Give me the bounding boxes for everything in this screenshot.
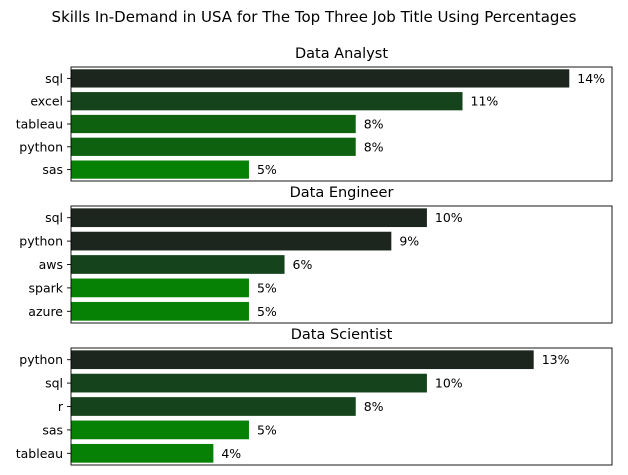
category-label: python xyxy=(19,352,63,367)
bar-r xyxy=(71,397,356,416)
category-label: sql xyxy=(45,71,63,86)
value-label: 6% xyxy=(293,257,313,272)
bar-python xyxy=(71,350,534,370)
value-label: 5% xyxy=(257,304,277,319)
panel-title: Data Analyst xyxy=(295,46,388,62)
bar-aws xyxy=(71,255,285,274)
bar-tableau xyxy=(71,114,356,134)
axes-frame xyxy=(70,347,613,466)
figure-title: Skills In-Demand in USA for The Top Thre… xyxy=(52,8,577,26)
bar-python xyxy=(71,137,356,156)
panel-2: Data Scientist python 13% sql 10% r 8% sas 5% tab… xyxy=(16,327,613,466)
value-label: 5% xyxy=(257,422,277,437)
bar-sas xyxy=(71,160,249,179)
value-label: 9% xyxy=(399,234,419,249)
value-label: 5% xyxy=(257,280,277,295)
value-label: 13% xyxy=(542,352,570,367)
category-label: sql xyxy=(45,376,63,391)
value-label: 11% xyxy=(471,94,499,109)
bar-sql xyxy=(71,208,427,228)
category-label: azure xyxy=(28,304,63,319)
category-label: excel xyxy=(30,94,63,109)
value-label: 10% xyxy=(435,210,463,225)
value-label: 8% xyxy=(364,139,384,154)
bar-azure xyxy=(71,301,249,321)
bar-excel xyxy=(71,92,463,111)
panel-0: Data Analyst sql 14% excel 11% tableau 8% pytho… xyxy=(16,46,613,182)
bar-python xyxy=(71,231,392,251)
category-label: tableau xyxy=(16,117,63,132)
panel-title: Data Engineer xyxy=(290,185,394,201)
category-label: spark xyxy=(29,280,64,295)
category-label: python xyxy=(19,234,63,249)
category-label: r xyxy=(58,399,64,414)
axes-frame xyxy=(70,205,613,324)
category-label: sql xyxy=(45,210,63,225)
bar-sql xyxy=(71,373,427,393)
bar-sas xyxy=(71,420,249,440)
category-label: tableau xyxy=(16,446,63,461)
panel-title: Data Scientist xyxy=(291,327,393,343)
value-label: 5% xyxy=(257,162,277,177)
axes-frame xyxy=(70,66,613,182)
category-label: sas xyxy=(42,162,63,177)
value-label: 4% xyxy=(221,446,241,461)
bar-tableau xyxy=(71,443,214,463)
category-label: sas xyxy=(42,422,63,437)
category-label: aws xyxy=(39,257,63,272)
value-label: 8% xyxy=(364,399,384,414)
value-label: 8% xyxy=(364,117,384,132)
category-label: python xyxy=(19,139,63,154)
value-label: 10% xyxy=(435,376,463,391)
panel-1: Data Engineer sql 10% python 9% aws 6% spark 5% a… xyxy=(19,185,613,324)
value-label: 14% xyxy=(577,71,605,86)
bar-spark xyxy=(71,278,249,298)
bar-sql xyxy=(71,69,570,88)
